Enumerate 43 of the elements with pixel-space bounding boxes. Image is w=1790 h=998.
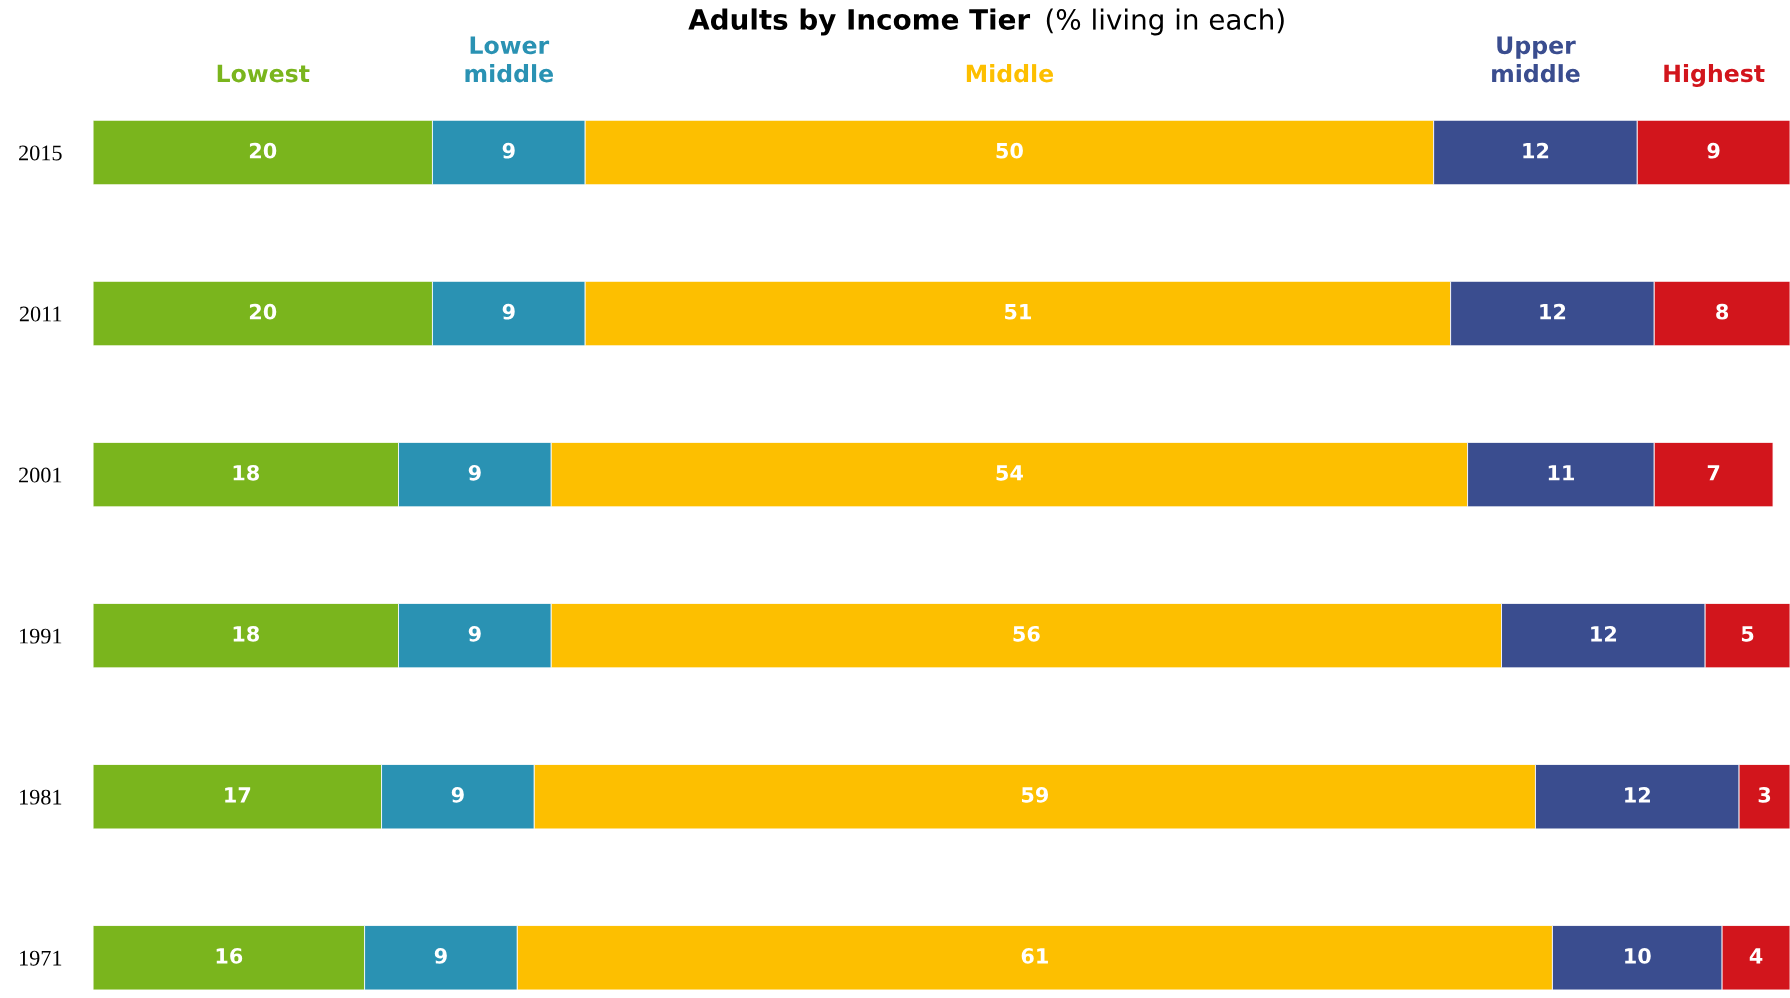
series-label: Middle <box>966 64 1054 83</box>
data-label: 50 <box>996 142 1023 159</box>
data-label: 9 <box>468 464 481 481</box>
data-label: 59 <box>1021 787 1049 803</box>
y-tick-label: 2015 <box>19 145 62 161</box>
data-label: 9 <box>1707 142 1720 159</box>
data-label: 12 <box>1591 625 1617 642</box>
data-label: 18 <box>233 625 260 642</box>
data-label: 8 <box>1716 303 1729 320</box>
series-label: Upper middle <box>1492 36 1580 83</box>
y-tick-label: 1981 <box>20 789 62 805</box>
data-label: 20 <box>249 142 277 159</box>
data-label: 51 <box>1005 304 1031 320</box>
y-tick-label: 1991 <box>20 628 62 644</box>
data-label: 4 <box>1749 948 1763 964</box>
y-tick-label: 2011 <box>19 306 62 322</box>
series-label: Highest <box>1664 63 1765 87</box>
data-label: 9 <box>468 625 481 642</box>
data-label: 11 <box>1548 465 1574 481</box>
series-label: Lowest <box>217 64 310 83</box>
data-label: 18 <box>233 464 260 481</box>
data-label: 5 <box>1741 626 1754 642</box>
data-label: 56 <box>1013 625 1040 642</box>
data-label: 9 <box>451 787 464 803</box>
data-label: 7 <box>1707 465 1720 481</box>
data-label: 17 <box>225 787 251 803</box>
data-label: 61 <box>1021 948 1048 964</box>
data-label: 9 <box>502 142 515 159</box>
data-label: 3 <box>1758 786 1771 803</box>
chart-subtitle: (% living in each) <box>1046 8 1284 36</box>
chart-title: Adults by Income Tier <box>688 8 1031 36</box>
data-label: 12 <box>1625 786 1650 803</box>
data-label: 16 <box>216 948 243 964</box>
data-label: 12 <box>1523 142 1549 159</box>
data-label: 54 <box>996 465 1023 481</box>
data-label: 10 <box>1625 948 1651 964</box>
data-label: 9 <box>434 948 447 964</box>
data-label: 12 <box>1540 303 1566 320</box>
series-label: Lower middle <box>465 36 553 83</box>
data-label: 9 <box>502 303 515 320</box>
data-label: 20 <box>249 303 277 320</box>
y-tick-label: 1971 <box>20 950 62 966</box>
y-tick-label: 2001 <box>19 467 62 483</box>
